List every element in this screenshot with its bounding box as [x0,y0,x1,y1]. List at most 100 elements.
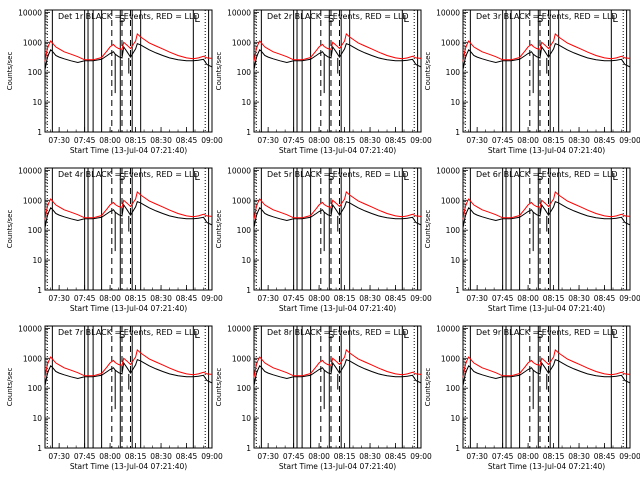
lld-series-line [44,348,213,378]
y-axis-label: Counts/sec [6,52,14,91]
x-axis-label: Start Time (13-Jul-04 07:21:40) [488,146,605,155]
x-tick-label: 08:30 [568,294,590,303]
lld-series-line [462,32,631,62]
x-tick-label: 08:00 [308,136,330,145]
y-tick-label: 100 [237,68,252,77]
x-tick-label: 07:45 [492,452,514,461]
region-label: S [537,330,543,341]
y-tick-label: 10000 [227,166,251,175]
y-tick-label: 10 [450,98,460,107]
detector-panel: Det 5r BLACK = Events, RED = LLD 1 10 100 10… [215,166,432,313]
panel-title: Det 1r BLACK = Events, RED = LLD [58,12,200,21]
x-tick-label: 08:45 [385,294,407,303]
x-tick-label: 07:45 [74,294,96,303]
x-tick-label: 07:30 [466,294,488,303]
x-tick-label: 09:00 [619,294,640,303]
events-series-line [253,358,422,386]
plot-frame [44,167,213,291]
detector-panel: Det 7r BLACK = Events, RED = LLD 1 10 100 10… [6,324,223,471]
events-series-line [462,42,631,70]
y-tick-label: 10 [32,98,42,107]
region-label: L [403,14,409,25]
region-label: S [119,330,125,341]
y-axis-label: Counts/sec [6,210,14,249]
x-tick-label: 08:45 [385,452,407,461]
x-tick-label: 07:30 [466,452,488,461]
plot-frame [462,325,631,449]
y-tick-label: 1000 [23,196,42,205]
x-tick-label: 08:45 [594,452,616,461]
events-series-line [44,358,213,386]
x-tick-label: 07:45 [74,452,96,461]
region-label: S [119,14,125,25]
x-tick-label: 08:45 [594,294,616,303]
y-tick-label: 10000 [227,8,251,17]
y-tick-label: 1 [246,128,251,137]
y-tick-label: 10000 [227,324,251,333]
region-label: S [119,172,125,183]
detector-panel: Det 8r BLACK = Events, RED = LLD 1 10 100 10… [215,324,432,471]
x-tick-label: 08:15 [125,136,147,145]
x-tick-label: 09:00 [619,136,640,145]
x-axis-label: Start Time (13-Jul-04 07:21:40) [70,462,187,471]
events-series-line [253,200,422,228]
detector-panel: Det 2r BLACK = Events, RED = LLD 1 10 100 10… [215,8,432,155]
x-tick-label: 07:30 [257,294,279,303]
events-series-line [462,358,631,386]
region-label: L [194,330,200,341]
y-tick-label: 100 [446,384,461,393]
x-tick-label: 07:30 [466,136,488,145]
x-tick-label: 08:15 [334,136,356,145]
detector-panel: Det 6r BLACK = Events, RED = LLD 1 10 100 10… [424,166,640,313]
x-axis-label: Start Time (13-Jul-04 07:21:40) [70,146,187,155]
panel-title: Det 4r BLACK = Events, RED = LLD [58,170,200,179]
plot-frame [253,167,422,291]
lld-series-line [253,190,422,220]
x-tick-label: 08:45 [176,294,198,303]
x-tick-label: 07:30 [48,294,70,303]
x-tick-label: 08:00 [99,452,121,461]
y-tick-label: 1000 [232,354,251,363]
x-tick-label: 09:00 [201,452,223,461]
detector-panel: Det 9r BLACK = Events, RED = LLD 1 10 100 10… [424,324,640,471]
x-tick-label: 08:15 [125,452,147,461]
y-tick-label: 1000 [441,38,460,47]
x-tick-label: 08:30 [359,136,381,145]
y-tick-label: 100 [28,226,43,235]
y-tick-label: 10000 [436,324,460,333]
panel-title: Det 2r BLACK = Events, RED = LLD [267,12,409,21]
y-tick-label: 100 [446,68,461,77]
x-tick-label: 07:30 [48,452,70,461]
x-tick-label: 09:00 [619,452,640,461]
panel-title: Det 7r BLACK = Events, RED = LLD [58,328,200,337]
plot-frame [44,325,213,449]
x-tick-label: 08:15 [543,294,565,303]
region-label: L [403,172,409,183]
x-tick-label: 08:30 [359,294,381,303]
y-axis-label: Counts/sec [215,52,223,91]
region-label: L [194,14,200,25]
x-tick-label: 08:00 [308,452,330,461]
x-tick-label: 08:15 [334,294,356,303]
y-axis-label: Counts/sec [424,368,432,407]
x-tick-label: 08:30 [568,452,590,461]
region-label: S [328,330,334,341]
x-axis-label: Start Time (13-Jul-04 07:21:40) [279,146,396,155]
x-tick-label: 09:00 [410,452,432,461]
detector-panel: Det 1r BLACK = Events, RED = LLD 1 10 100 10… [6,8,223,155]
region-label: S [328,172,334,183]
y-tick-label: 10 [450,256,460,265]
region-label: L [194,172,200,183]
y-tick-label: 1000 [232,196,251,205]
panel-title: Det 8r BLACK = Events, RED = LLD [267,328,409,337]
x-tick-label: 09:00 [201,136,223,145]
y-axis-label: Counts/sec [6,368,14,407]
x-axis-label: Start Time (13-Jul-04 07:21:40) [279,304,396,313]
x-axis-label: Start Time (13-Jul-04 07:21:40) [70,304,187,313]
x-tick-label: 07:45 [283,136,305,145]
lld-series-line [44,32,213,62]
x-tick-label: 08:45 [385,136,407,145]
y-tick-label: 1 [246,444,251,453]
x-tick-label: 09:00 [410,294,432,303]
